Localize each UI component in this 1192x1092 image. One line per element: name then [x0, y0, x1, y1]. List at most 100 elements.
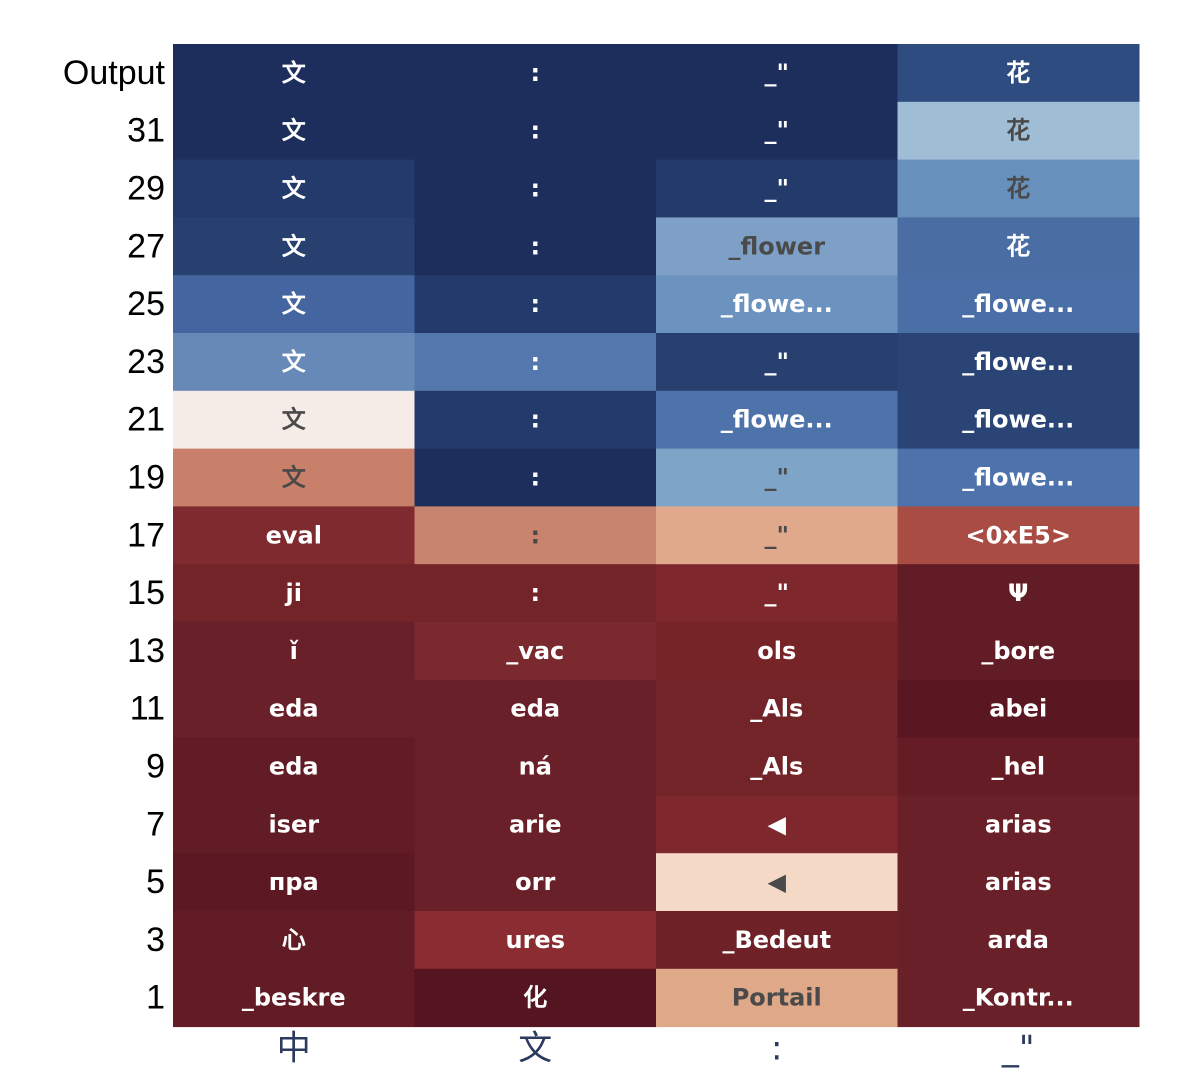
heatmap-cell — [414, 622, 657, 681]
cell-token-label: ◀ — [768, 868, 787, 896]
row-tick-label: 17 — [127, 516, 165, 554]
heatmap-cell — [656, 622, 898, 681]
cell-token-label: _flowe... — [962, 406, 1074, 434]
cell-token-label: ji — [285, 579, 302, 607]
heatmap-cell — [897, 159, 1140, 218]
cell-token-label: abei — [989, 695, 1047, 723]
heatmap-cell — [173, 795, 415, 854]
cell-token-label: ◀ — [768, 810, 787, 838]
heatmap-cell-labels: 文: _" 花文: _" 花文: _" 花文: _flower 花文: _flowe... _flo… — [242, 59, 1074, 1012]
heatmap-cell — [173, 622, 415, 681]
heatmap-cell — [414, 448, 657, 507]
input-token-axis-labels: 中 文: _" — [277, 1029, 1035, 1069]
cell-token-label: ǐ — [290, 637, 299, 665]
heatmap-cell — [897, 795, 1140, 854]
heatmap-cell — [897, 390, 1140, 450]
row-tick-label: 27 — [127, 227, 165, 265]
cell-token-label: <0xE5> — [966, 521, 1072, 549]
heatmap-cell — [656, 448, 898, 507]
cell-token-label: : — [530, 579, 540, 607]
heatmap-cell — [173, 390, 415, 450]
heatmap-cell — [414, 159, 657, 218]
cell-token-label: _" — [764, 117, 789, 145]
heatmap-cell — [656, 853, 898, 912]
heatmap-cell — [414, 217, 657, 276]
heatmap-cell — [173, 101, 415, 161]
cell-token-label: 文 — [282, 117, 307, 145]
cell-token-label: arias — [985, 810, 1052, 838]
row-tick-label: Output — [63, 54, 166, 92]
cell-token-label: Ψ — [1008, 579, 1028, 607]
row-tick-label: 31 — [127, 112, 165, 150]
heatmap-cell — [656, 217, 898, 276]
heatmap-cell — [173, 159, 415, 218]
cell-token-label: 花 — [1006, 175, 1030, 203]
heatmap-cell — [656, 275, 898, 334]
cell-token-label: 花 — [1006, 117, 1030, 145]
column-tick-label: : — [771, 1029, 782, 1069]
heatmap-cell — [173, 333, 415, 392]
heatmap-cell — [173, 506, 415, 565]
heatmap-cell — [897, 911, 1140, 970]
cell-token-label: 化 — [523, 984, 547, 1012]
heatmap-cell — [897, 44, 1140, 103]
heatmap-cell — [414, 275, 657, 334]
cell-token-label: orr — [515, 868, 555, 896]
heatmap-cell — [897, 275, 1140, 334]
heatmap-cell — [897, 448, 1140, 507]
row-tick-label: 23 — [127, 343, 165, 381]
heatmap-cell — [897, 853, 1140, 912]
heatmap-cell — [414, 564, 657, 623]
cell-token-label: _flowe... — [962, 290, 1074, 318]
cell-token-label: arie — [509, 810, 562, 838]
cell-token-label: 文 — [282, 59, 307, 87]
cell-token-label: _flowe... — [962, 464, 1074, 492]
cell-token-label: 心 — [282, 926, 306, 954]
cell-token-label: _beskre — [242, 984, 346, 1012]
cell-token-label: : — [530, 232, 540, 260]
cell-token-label: 花 — [1006, 59, 1030, 87]
cell-token-label: _Kontr... — [963, 984, 1074, 1012]
cell-token-label: : — [530, 521, 540, 549]
cell-token-label: 文 — [282, 232, 307, 260]
cell-token-label: _vac — [506, 637, 564, 665]
cell-token-label: 花 — [1006, 232, 1030, 260]
heatmap-cell — [656, 968, 898, 1028]
heatmap-cell — [414, 333, 657, 392]
heatmap-cell — [897, 737, 1140, 796]
cell-token-label: eda — [510, 695, 560, 723]
heatmap-cell — [897, 622, 1140, 681]
cell-token-label: eda — [269, 695, 319, 723]
heatmap-cell — [173, 44, 415, 103]
row-tick-label: 21 — [127, 401, 165, 439]
cell-token-label: _" — [764, 175, 789, 203]
row-tick-label: 29 — [127, 169, 165, 207]
heatmap-cell — [414, 911, 657, 970]
row-tick-label: 15 — [127, 574, 165, 612]
heatmap-cell — [656, 679, 898, 739]
row-tick-label: 9 — [146, 747, 165, 785]
heatmap-cell — [897, 101, 1140, 161]
cell-token-label: eval — [266, 521, 322, 549]
cell-token-label: : — [530, 290, 540, 318]
heatmap-cell — [656, 390, 898, 450]
cell-token-label: : — [530, 59, 540, 87]
heatmap-cell — [656, 795, 898, 854]
heatmap-cell — [897, 679, 1140, 739]
heatmap-cell — [656, 564, 898, 623]
row-tick-label: 7 — [146, 805, 165, 843]
heatmap-cell — [656, 737, 898, 796]
heatmap-cell — [656, 101, 898, 161]
row-tick-label: 1 — [146, 979, 165, 1017]
cell-token-label: _hel — [991, 753, 1045, 781]
column-tick-label: 文 — [518, 1029, 552, 1069]
heatmap-cell — [414, 44, 657, 103]
cell-token-label: ures — [506, 926, 565, 954]
cell-token-label: ná — [519, 753, 552, 781]
cell-token-label: : — [530, 348, 540, 376]
heatmap-cell — [414, 101, 657, 161]
heatmap-cell — [897, 564, 1140, 623]
heatmap-cell — [173, 968, 415, 1028]
cell-token-label: 文 — [282, 290, 307, 318]
row-tick-label: 19 — [127, 458, 165, 496]
